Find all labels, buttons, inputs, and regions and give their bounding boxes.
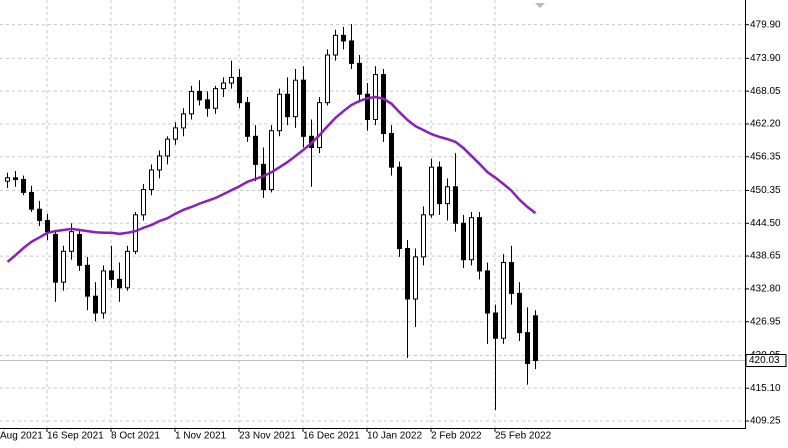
candle-body (357, 62, 362, 95)
candle-body (197, 90, 202, 101)
candle-body (13, 177, 18, 181)
moving-average-line (6, 95, 537, 263)
candle-body (405, 247, 410, 300)
candle-body (293, 79, 298, 118)
candle-body (77, 233, 82, 266)
axes: 479.90 473.90 468.05 462.20 456.35 450.35 444.… (0, 19, 787, 442)
candle-body (189, 90, 194, 115)
y-tick-label: 473.90 (750, 53, 781, 64)
y-tick-label: 450.35 (750, 185, 781, 196)
x-tick-label: 23 Nov 2021 (239, 431, 296, 442)
candle-body (421, 214, 426, 258)
x-tick-label: 1 Nov 2021 (175, 431, 227, 442)
candle-body (349, 40, 354, 64)
candle-body (141, 189, 146, 216)
candle-body (229, 76, 234, 84)
x-tick-label: Aug 2021 (0, 431, 43, 442)
candle-body (61, 250, 66, 283)
candle-body (109, 270, 114, 280)
candle-body (149, 169, 154, 191)
candle-body (85, 264, 90, 297)
candle-body (397, 166, 402, 249)
candle-body (69, 231, 74, 252)
candle-body (461, 222, 466, 261)
candle-body (117, 278, 122, 289)
x-tick-label: 25 Feb 2022 (495, 431, 552, 442)
candle-body (181, 113, 186, 129)
candle-body (173, 127, 178, 140)
candle-body (365, 93, 370, 120)
y-tick-label: 456.35 (750, 151, 781, 162)
candle-body (501, 262, 506, 339)
candle-body (37, 208, 42, 221)
candle-body (253, 135, 258, 165)
candle-body (389, 133, 394, 168)
x-tick-label: 2 Feb 2022 (431, 431, 482, 442)
candle-body (317, 102, 322, 149)
candle-body (381, 74, 386, 135)
x-tick-label: 16 Dec 2021 (303, 431, 360, 442)
candle-body (133, 214, 138, 252)
candle-body (53, 233, 58, 283)
y-tick-label: 426.95 (750, 316, 781, 327)
candle-body (469, 217, 474, 261)
y-tick-label: 415.10 (750, 383, 781, 394)
candle-body (525, 332, 530, 364)
candle-body (437, 166, 442, 205)
x-tick-label: 10 Jan 2022 (367, 431, 422, 442)
candle-body (205, 99, 210, 109)
y-tick-label: 409.25 (750, 416, 781, 427)
candle-body (93, 295, 98, 314)
candle-body (533, 315, 538, 362)
candle-body (277, 93, 282, 132)
candle-body (517, 292, 522, 334)
y-tick-label: 444.50 (750, 218, 781, 229)
candle-body (445, 186, 450, 205)
candle-body (453, 186, 458, 224)
x-tick-label: 16 Sep 2021 (47, 431, 104, 442)
candle-body (333, 34, 338, 56)
candle-body (45, 219, 50, 233)
y-tick-label: 438.65 (750, 251, 781, 262)
candle-body (301, 79, 306, 137)
y-tick-label: 462.20 (750, 119, 781, 130)
candle-body (125, 250, 130, 289)
candle-body (493, 312, 498, 339)
candle-body (101, 270, 106, 314)
candle-body (477, 217, 482, 272)
candle-body (157, 155, 162, 171)
candle-body (509, 262, 514, 294)
candle-body (5, 177, 10, 182)
shift-marker (535, 3, 545, 8)
candle-body (429, 166, 434, 216)
candle-body (485, 270, 490, 314)
plot-area (0, 24, 745, 411)
y-tick-label: 432.80 (750, 284, 781, 295)
candle-body (221, 82, 226, 90)
candle-body (341, 34, 346, 42)
candle-body (29, 191, 34, 210)
candle-body (269, 130, 274, 191)
current-price-box (745, 354, 787, 368)
candle-body (325, 54, 330, 104)
candle-body (285, 93, 290, 118)
candle-body (165, 138, 170, 157)
x-tick-label: 8 Oct 2021 (111, 431, 160, 442)
candle-body (413, 256, 418, 300)
candle-body (213, 88, 218, 109)
candle-body (237, 76, 242, 104)
y-tick-label: 468.05 (750, 86, 781, 97)
candle-body (21, 179, 26, 193)
y-tick-label: 479.90 (750, 19, 781, 30)
candle-body (245, 102, 250, 137)
current-price-label: 420.03 (749, 355, 780, 366)
